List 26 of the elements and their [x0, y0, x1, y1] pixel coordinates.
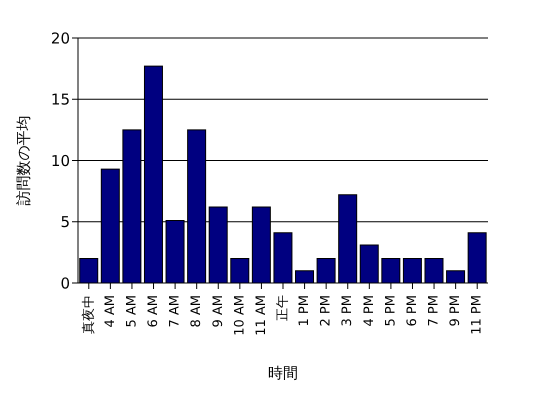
x-tick-label: 5 PM	[383, 295, 398, 326]
y-tick-label: 0	[60, 274, 70, 292]
x-axis-title: 時間	[268, 364, 298, 382]
x-tick-label: 8 AM	[189, 295, 204, 328]
x-tick-label: 3 PM	[340, 295, 356, 326]
x-tick-label: 7 PM	[426, 295, 442, 326]
y-tick-label: 15	[50, 90, 70, 109]
y-tick-label: 10	[50, 152, 70, 170]
y-tick-label: 20	[50, 29, 70, 48]
x-tick-label: 2 PM	[318, 295, 334, 326]
x-tick-label: 11 AM	[254, 295, 269, 336]
x-tick-label: 1 PM	[297, 295, 312, 326]
x-tick-label: 10 AM	[232, 295, 248, 336]
x-tick-label: 真夜中	[80, 295, 96, 334]
x-tick-label: 4 AM	[102, 295, 118, 328]
x-tick-label: 9 AM	[210, 295, 226, 328]
x-tick-label: 6 PM	[404, 295, 420, 326]
y-axis-title: 訪問数の平均	[14, 116, 32, 206]
x-tick-label: 6 AM	[146, 295, 162, 328]
x-tick-label: 正午	[276, 295, 290, 321]
x-tick-label: 5 AM	[124, 295, 140, 328]
x-tick-label: 11 PM	[470, 295, 485, 335]
x-tick-label: 4 PM	[362, 295, 377, 326]
x-tick-label: 9 PM	[448, 295, 464, 326]
x-tick-label: 7 AM	[168, 295, 183, 328]
y-tick-label: 5	[60, 213, 70, 232]
